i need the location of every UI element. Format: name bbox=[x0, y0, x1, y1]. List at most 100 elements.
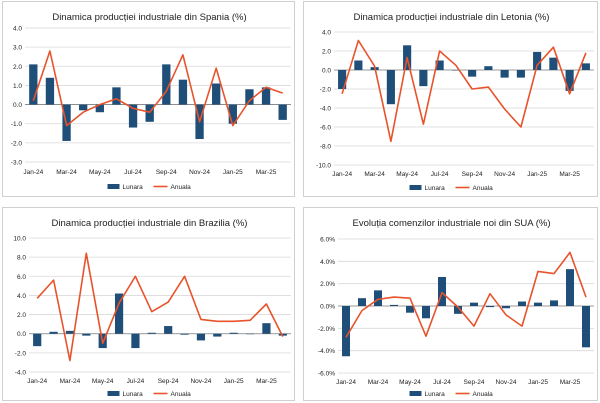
bar-lunara bbox=[95, 104, 104, 113]
bar-lunara bbox=[358, 298, 366, 306]
bar-lunara bbox=[549, 57, 558, 70]
x-tick-label: Jan-25 bbox=[527, 171, 547, 178]
bar-lunara bbox=[212, 83, 221, 105]
bar-lunara bbox=[213, 333, 222, 337]
y-tick-label: 2.0 bbox=[17, 312, 26, 319]
bar-lunara bbox=[145, 104, 154, 122]
bar-lunara bbox=[245, 89, 254, 105]
bar-lunara bbox=[29, 64, 38, 105]
y-tick-label: -4.0% bbox=[318, 348, 335, 355]
bar-lunara bbox=[390, 304, 398, 306]
chart-svg: Dinamica producției industriale din Braz… bbox=[13, 218, 291, 398]
y-tick-label: 2.0 bbox=[322, 49, 331, 56]
bar-lunara bbox=[386, 70, 395, 105]
x-tick-label: Jul-24 bbox=[431, 171, 449, 178]
bar-lunara bbox=[468, 70, 477, 77]
y-tick-label: 0.0 bbox=[322, 68, 331, 75]
bar-lunara bbox=[82, 333, 91, 336]
x-tick-label: Mar-25 bbox=[559, 171, 580, 178]
bar-lunara bbox=[550, 300, 558, 306]
x-tick-label: Mar-24 bbox=[60, 378, 81, 385]
x-tick-label: Jan-24 bbox=[336, 379, 356, 386]
bar-lunara bbox=[114, 293, 124, 334]
y-tick-label: -2.0 bbox=[15, 350, 27, 357]
bar-lunara bbox=[454, 306, 462, 314]
bar-lunara bbox=[451, 70, 460, 71]
bar-lunara bbox=[180, 333, 189, 335]
y-tick-label: -8.0 bbox=[320, 144, 332, 151]
bar-lunara bbox=[516, 70, 525, 78]
y-tick-label: 0.0 bbox=[17, 331, 26, 338]
bar-lunara bbox=[338, 70, 347, 89]
bar-lunara bbox=[354, 60, 363, 70]
bar-lunara bbox=[49, 331, 58, 334]
x-tick-label: Jul-24 bbox=[127, 378, 145, 385]
y-tick-label: -3.0 bbox=[11, 160, 23, 167]
y-tick-label: 0.0 bbox=[13, 102, 22, 109]
bar-lunara bbox=[500, 70, 509, 78]
x-tick-label: Nov-24 bbox=[496, 379, 517, 386]
bar-lunara bbox=[164, 326, 173, 334]
y-tick-label: 4.0 bbox=[13, 26, 22, 33]
legend-label-anuala: Anuala bbox=[473, 185, 494, 192]
y-tick-label: 4.0 bbox=[322, 30, 331, 37]
y-tick-label: -4.0 bbox=[15, 370, 27, 377]
chart-title: Dinamica producției industriale din Span… bbox=[52, 12, 246, 23]
bar-lunara bbox=[486, 306, 494, 308]
bar-lunara bbox=[79, 104, 88, 111]
chart-panel-latvia: Dinamica producției industriale din Leto… bbox=[303, 1, 598, 197]
y-tick-label: 0.0% bbox=[320, 304, 335, 311]
bar-lunara bbox=[419, 70, 428, 87]
x-tick-label: Mar-25 bbox=[256, 169, 277, 176]
bar-lunara bbox=[502, 306, 510, 309]
line-anuala bbox=[345, 251, 587, 338]
bar-lunara bbox=[229, 332, 238, 334]
line-anuala bbox=[36, 252, 284, 362]
y-tick-label: 4.0 bbox=[17, 293, 26, 300]
bar-lunara bbox=[534, 302, 542, 306]
bar-lunara bbox=[261, 87, 271, 105]
y-tick-label: 10.0 bbox=[13, 236, 26, 243]
legend-swatch-lunara bbox=[409, 391, 422, 396]
x-tick-label: Jan-25 bbox=[224, 378, 244, 385]
bar-lunara bbox=[435, 60, 444, 70]
line-anuala bbox=[32, 50, 283, 127]
x-tick-label: Jan-24 bbox=[27, 378, 47, 385]
x-tick-label: Mar-24 bbox=[56, 169, 77, 176]
chart-title: Evoluția comenzilor industriale noi din … bbox=[352, 218, 550, 229]
bar-lunara bbox=[406, 306, 414, 313]
chart-title: Dinamica producției industriale din Braz… bbox=[52, 218, 248, 229]
x-tick-label: May-24 bbox=[399, 379, 421, 386]
chart-panel-spain: Dinamica producției industriale din Span… bbox=[2, 1, 295, 197]
chart-panel-usa: Evoluția comenzilor industriale noi din … bbox=[303, 207, 598, 401]
legend-label-anuala: Anuala bbox=[171, 391, 192, 398]
x-tick-label: Sep-24 bbox=[158, 378, 179, 385]
x-tick-label: Nov-24 bbox=[494, 171, 515, 178]
x-tick-label: Jul-24 bbox=[124, 169, 142, 176]
bar-lunara bbox=[422, 306, 430, 319]
y-tick-label: -4.0 bbox=[320, 106, 332, 113]
y-tick-label: 1.0 bbox=[13, 83, 22, 90]
bar-lunara bbox=[566, 269, 574, 306]
x-tick-label: Sep-24 bbox=[156, 169, 177, 176]
chart-title: Dinamica producției industriale din Leto… bbox=[354, 12, 550, 23]
bar-lunara bbox=[262, 323, 271, 334]
y-tick-label: -6.0 bbox=[320, 125, 332, 132]
legend-label-lunara: Lunara bbox=[425, 185, 446, 192]
x-tick-label: May-24 bbox=[89, 169, 111, 176]
bar-lunara bbox=[178, 79, 188, 105]
y-tick-label: -10.0 bbox=[316, 163, 331, 170]
legend-label-anuala: Anuala bbox=[171, 184, 192, 191]
y-tick-label: -6.0% bbox=[318, 371, 335, 378]
y-tick-label: 2.0% bbox=[320, 281, 335, 288]
bar-lunara bbox=[533, 51, 542, 70]
x-tick-label: Mar-24 bbox=[364, 171, 385, 178]
x-tick-label: Jan-24 bbox=[332, 171, 352, 178]
y-tick-label: 2.0 bbox=[13, 64, 22, 71]
x-tick-label: Nov-24 bbox=[190, 378, 211, 385]
y-tick-label: -2.0 bbox=[11, 140, 23, 147]
legend-swatch-lunara bbox=[107, 184, 120, 189]
legend-label-lunara: Lunara bbox=[425, 391, 446, 398]
x-tick-label: Mar-25 bbox=[256, 378, 277, 385]
chart-svg: Dinamica producției industriale din Leto… bbox=[316, 12, 594, 192]
